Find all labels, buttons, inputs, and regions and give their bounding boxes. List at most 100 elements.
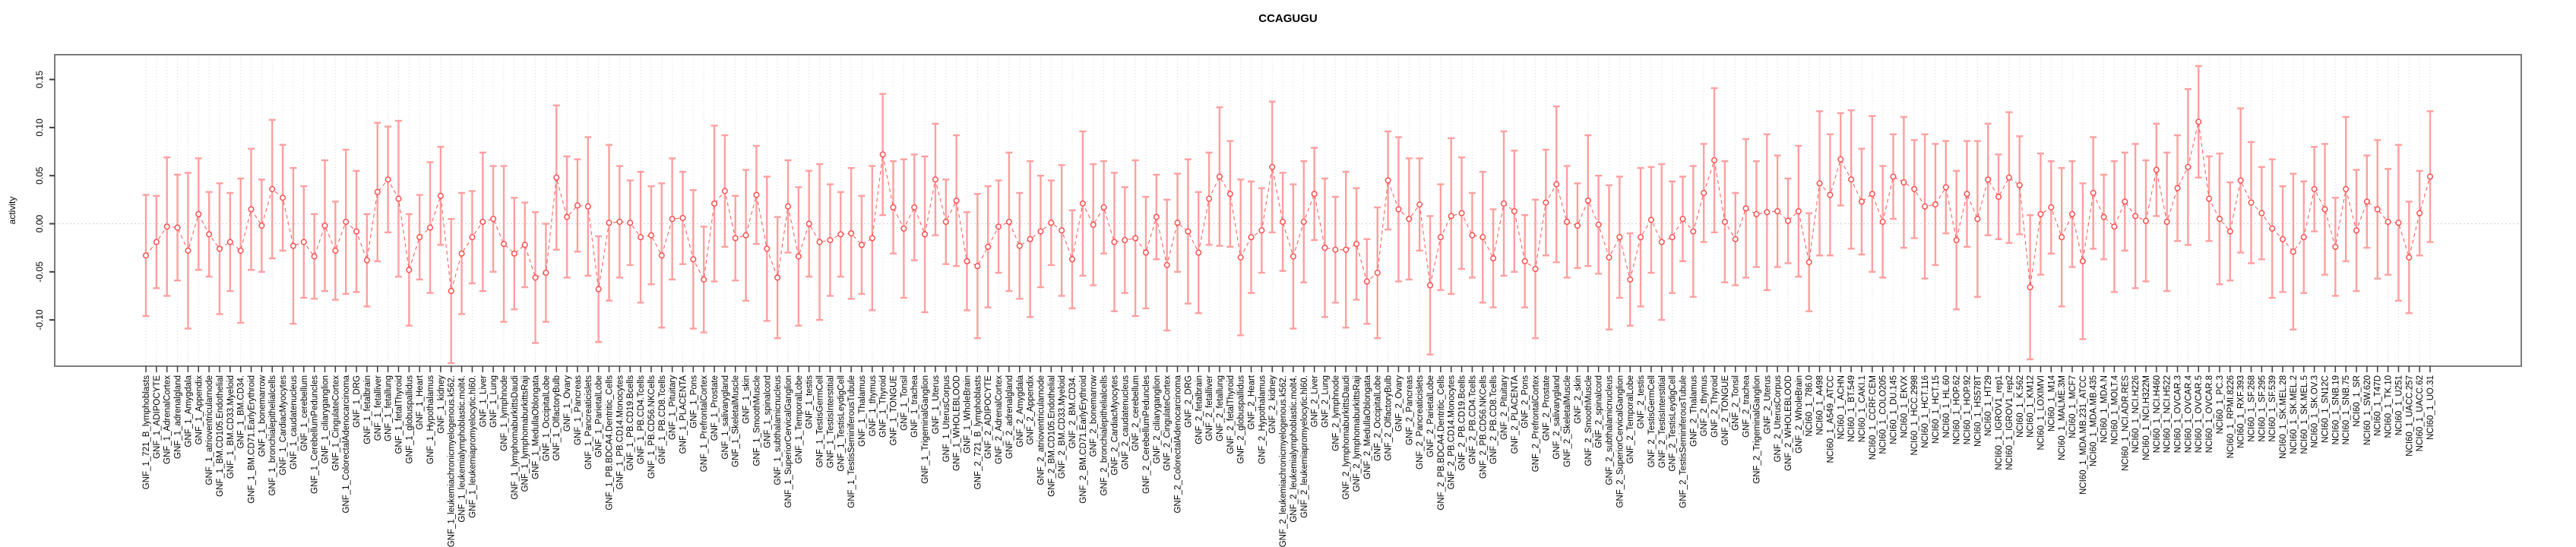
data-point bbox=[553, 174, 560, 181]
x-axis-label: GNF_2_Heart bbox=[1248, 375, 1257, 429]
x-axis-label: NCI60_1_786.0 bbox=[1805, 375, 1815, 437]
data-point bbox=[1627, 276, 1634, 283]
x-axis-label: GNF_1_Liver bbox=[479, 375, 488, 428]
x-axis-label: GNF_1_Thyroid bbox=[879, 375, 888, 438]
x-axis-label: GNF_1_ADIPOCYTE bbox=[153, 375, 162, 459]
data-point bbox=[2374, 206, 2381, 213]
x-axis-label: NCI60_1_MDA.MB.435 bbox=[2090, 375, 2099, 466]
data-point bbox=[1500, 200, 1508, 207]
data-point bbox=[1059, 227, 1065, 234]
x-axis-label: GNF_1_caudatenucleus bbox=[290, 375, 299, 470]
data-point bbox=[1090, 221, 1097, 228]
x-axis-label: NCI60_1_SW.620 bbox=[2363, 375, 2372, 445]
plot-border bbox=[54, 54, 2522, 367]
data-point bbox=[226, 239, 233, 245]
data-point bbox=[374, 188, 381, 195]
data-point bbox=[500, 241, 508, 248]
data-point bbox=[721, 188, 728, 194]
data-point bbox=[2332, 243, 2339, 250]
data-point bbox=[195, 210, 202, 217]
data-point bbox=[1385, 177, 1391, 184]
data-point bbox=[795, 253, 802, 260]
data-point bbox=[448, 288, 454, 295]
x-axis-label: GNF_2_PB.CD8.Tcells bbox=[1489, 375, 1498, 464]
data-point bbox=[942, 218, 949, 226]
x-axis-label: GNF_1_lymphomaburkittsRaji bbox=[521, 375, 530, 492]
x-axis-label: GNF_2_ADIPOCYTE bbox=[984, 375, 993, 459]
data-point bbox=[248, 206, 255, 213]
data-point bbox=[2079, 258, 2086, 264]
x-axis-label: GNF_1_BM.CD71.EarlyErythroid bbox=[248, 375, 257, 504]
data-point bbox=[638, 234, 644, 241]
data-point bbox=[1290, 253, 1296, 260]
x-axis-label: NCI60_1_MDA.N bbox=[2100, 375, 2109, 443]
x-axis-label: GNF_1_TestisInterstitial bbox=[826, 375, 835, 468]
x-axis-label: GNF_1_fetalliver bbox=[374, 375, 383, 441]
x-axis-label: NCI60_1_K.562 bbox=[2016, 375, 2025, 438]
data-point bbox=[1269, 163, 1276, 170]
x-axis-label: GNF_2_Amygdala bbox=[1016, 375, 1025, 447]
data-point bbox=[2027, 284, 2033, 291]
x-axis-label: GNF_1_TrigeminalGanglion bbox=[921, 375, 930, 484]
x-axis-label: NCI60_1_NCI.H226 bbox=[2131, 375, 2141, 453]
x-axis-label: GNF_1_Tonsil bbox=[900, 375, 909, 431]
x-axis-label: NCI60_1_SK.MEL.28 bbox=[2279, 375, 2288, 459]
data-point bbox=[490, 216, 497, 223]
x-axis-label: GNF_1_TestisLeydigCell bbox=[837, 375, 846, 472]
data-point bbox=[1174, 220, 1181, 226]
x-axis-label: GNF_1_Heart bbox=[416, 375, 425, 429]
data-point bbox=[2122, 198, 2128, 205]
x-axis-label: GNF_1_Pancreas bbox=[574, 375, 583, 445]
data-point bbox=[1543, 199, 1549, 206]
x-axis-label: GNF_1_OlfactoryBulb bbox=[552, 375, 562, 461]
x-axis-label: GNF_1_ColorectalAdenocarcinoma bbox=[342, 375, 351, 513]
x-axis-label: NCI60_1_NCI.ADR.RES bbox=[2121, 375, 2130, 471]
x-axis-label: GNF_2_cerebellum bbox=[1131, 375, 1141, 451]
x-axis-label: GNF_1_leukemiachronicmyelogenous.k562. bbox=[448, 375, 457, 547]
data-point bbox=[2395, 220, 2402, 226]
data-point bbox=[1816, 180, 1823, 187]
x-axis-label: GNF_1_Pons bbox=[689, 375, 698, 428]
data-point bbox=[2311, 185, 2318, 192]
data-point bbox=[837, 231, 844, 238]
data-point bbox=[1837, 156, 1844, 163]
data-point bbox=[521, 242, 528, 248]
x-axis-label: GNF_1_TestisGermCell bbox=[816, 375, 825, 467]
x-axis-label: NCI60_1_OVCAR.8 bbox=[2205, 375, 2214, 453]
data-point bbox=[1153, 213, 1160, 220]
x-axis-label: GNF_1_atrioventricularnode bbox=[205, 375, 214, 485]
x-axis-label: NCI60_1_UACC.62 bbox=[2416, 375, 2425, 451]
data-point bbox=[827, 236, 834, 244]
x-axis-label: NCI60_1_KM12 bbox=[2027, 375, 2036, 438]
data-point bbox=[985, 243, 992, 250]
data-point bbox=[543, 270, 549, 277]
data-point bbox=[2185, 163, 2191, 170]
data-point bbox=[1532, 265, 1539, 273]
data-point bbox=[616, 218, 623, 226]
data-point bbox=[385, 176, 391, 183]
x-axis-label: NCI60_1_NCI.H460 bbox=[2153, 375, 2162, 453]
data-point bbox=[1595, 221, 1602, 228]
x-axis-label: GNF_2_UterusCorpus bbox=[1774, 375, 1783, 463]
data-point bbox=[395, 195, 402, 202]
x-axis-label: GNF_2_Pituitary bbox=[1500, 375, 1509, 440]
data-point bbox=[1016, 242, 1023, 249]
data-point bbox=[932, 176, 938, 183]
x-axis-label: GNF_1_PB.CD19.Bcells bbox=[626, 375, 635, 471]
x-axis-label: GNF_1_WHOLEBLOOD bbox=[953, 375, 962, 471]
x-axis-label: GNF_1_Prostate bbox=[710, 375, 720, 441]
x-axis-label: GNF_1_PLACENTA bbox=[679, 375, 688, 454]
x-axis-label: GNF_2_fetallung bbox=[1216, 375, 1225, 441]
x-axis-label: GNF_1_TONGUE bbox=[890, 375, 899, 446]
x-axis-label: GNF_2_721_B_lymphoblasts bbox=[973, 375, 983, 489]
y-tick-label: 0.00 bbox=[34, 214, 45, 232]
data-point bbox=[647, 232, 654, 239]
x-axis-label: NCI60_1_SF.268 bbox=[2248, 375, 2257, 442]
x-axis-label: GNF_1_Appendix bbox=[195, 375, 204, 445]
x-axis-label: NCI60_1_HCC.2998 bbox=[1910, 375, 1919, 455]
data-point bbox=[1027, 236, 1033, 242]
data-point bbox=[2363, 198, 2370, 205]
x-axis-label: NCI60_1_SNB.19 bbox=[2331, 375, 2340, 444]
data-point bbox=[1111, 239, 1118, 245]
x-axis-label: GNF_2_BM.CD105.Endothelial bbox=[1047, 375, 1056, 497]
